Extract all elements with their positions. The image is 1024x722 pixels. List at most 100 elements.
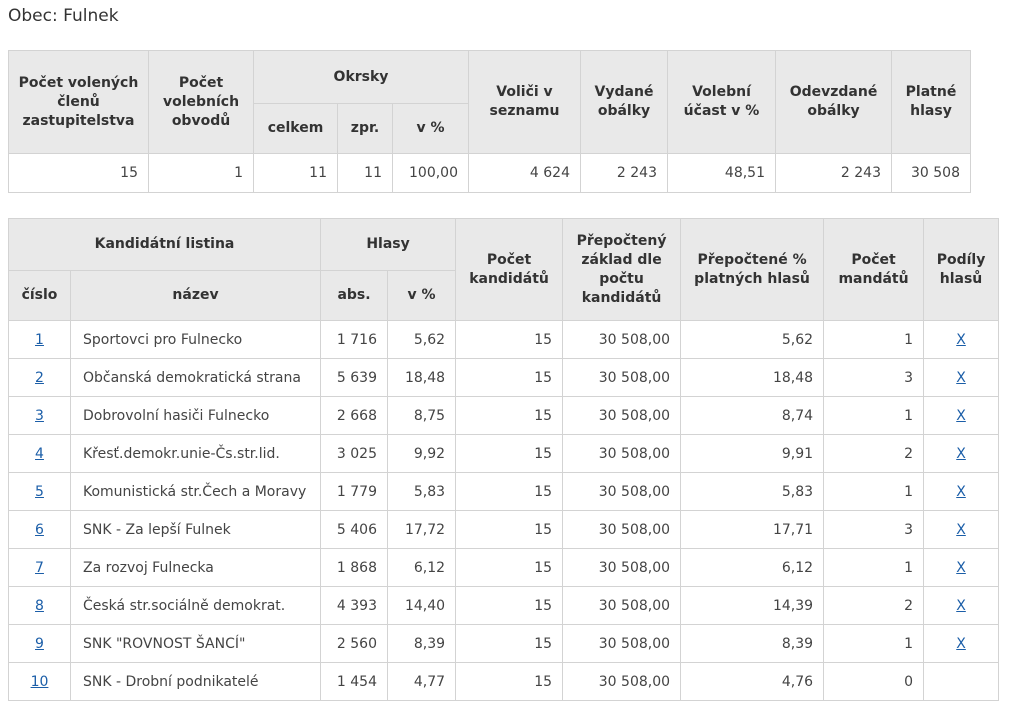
cell: 5 406 bbox=[320, 510, 389, 549]
party-link[interactable]: 8 bbox=[35, 597, 44, 614]
group-header: Kandidátní listina bbox=[7, 218, 322, 271]
cell: X bbox=[923, 320, 1000, 359]
cell: 30 508,00 bbox=[562, 586, 682, 625]
shares-link[interactable]: X bbox=[956, 521, 966, 538]
cell: 1 716 bbox=[320, 320, 389, 359]
cell: 4,77 bbox=[387, 662, 457, 701]
cell: 1 bbox=[823, 548, 925, 587]
cell: 3 bbox=[823, 510, 925, 549]
cell: 15 bbox=[455, 472, 564, 511]
shares-link[interactable]: X bbox=[956, 597, 966, 614]
cell: X bbox=[923, 434, 1000, 473]
shares-link[interactable]: X bbox=[956, 559, 966, 576]
header-row: číslo název abs. v % bbox=[8, 270, 999, 321]
cell: 15 bbox=[455, 358, 564, 397]
cell: SNK - Drobní podnikatelé bbox=[69, 662, 322, 701]
cell: 1 bbox=[823, 396, 925, 435]
data-row: 3 Dobrovolní hasiči Fulnecko 2 668 8,75 15 30… bbox=[8, 396, 1000, 435]
cell: 15 bbox=[455, 396, 564, 435]
column-header: Vydané obálky bbox=[580, 50, 668, 154]
party-link[interactable]: 1 bbox=[35, 331, 44, 348]
cell: 30 508 bbox=[891, 153, 971, 193]
cell: 30 508,00 bbox=[562, 624, 682, 663]
cell: 4 bbox=[8, 434, 71, 473]
cell: 2 bbox=[8, 358, 71, 397]
cell: 15 bbox=[455, 662, 564, 701]
cell: 30 508,00 bbox=[562, 434, 682, 473]
party-link[interactable]: 5 bbox=[35, 483, 44, 500]
cell: 1 bbox=[823, 472, 925, 511]
cell: 1 bbox=[148, 153, 254, 193]
cell: 1 bbox=[8, 320, 71, 359]
party-link[interactable]: 10 bbox=[30, 673, 49, 690]
results-table: Kandidátní listina Hlasy Počet kandidátů Př… bbox=[7, 218, 1000, 701]
party-link[interactable]: 6 bbox=[35, 521, 44, 538]
cell: 15 bbox=[455, 548, 564, 587]
cell: 18,48 bbox=[387, 358, 457, 397]
cell: 15 bbox=[455, 434, 564, 473]
shares-link[interactable]: X bbox=[956, 369, 966, 386]
header-row: celkem zpr. v % bbox=[9, 103, 971, 154]
cell: Občanská demokratická strana bbox=[69, 358, 322, 397]
cell: 9,92 bbox=[387, 434, 457, 473]
column-header: v % bbox=[392, 103, 469, 154]
cell: 8 bbox=[8, 586, 71, 625]
cell: 11 bbox=[253, 153, 338, 193]
column-header: v % bbox=[387, 270, 457, 321]
party-link[interactable]: 7 bbox=[35, 559, 44, 576]
cell: 7 bbox=[8, 548, 71, 587]
cell: 10 bbox=[8, 662, 71, 701]
cell: 100,00 bbox=[392, 153, 469, 193]
cell: 17,72 bbox=[387, 510, 457, 549]
column-header: název bbox=[69, 270, 322, 321]
cell: 3 bbox=[8, 396, 71, 435]
cell: 8,39 bbox=[680, 624, 825, 663]
cell: 14,40 bbox=[387, 586, 457, 625]
cell: 30 508,00 bbox=[562, 510, 682, 549]
summary-table: Počet volených členů zastupitelstva Počet… bbox=[8, 50, 971, 193]
column-header: Počet volených členů zastupitelstva bbox=[8, 50, 149, 154]
column-header: Volební účast v % bbox=[667, 50, 776, 154]
cell: 15 bbox=[455, 320, 564, 359]
cell: 4 393 bbox=[320, 586, 389, 625]
data-row: 4 Křesť.demokr.unie-Čs.str.lid. 3 025 9,92 1… bbox=[8, 434, 1000, 473]
shares-link[interactable]: X bbox=[956, 407, 966, 424]
cell: 3 025 bbox=[320, 434, 389, 473]
cell: 5 bbox=[8, 472, 71, 511]
cell: 8,39 bbox=[387, 624, 457, 663]
data-row: 10 SNK - Drobní podnikatelé 1 454 4,77 15 30 … bbox=[8, 662, 1000, 701]
shares-link[interactable]: X bbox=[956, 635, 966, 652]
cell: 3 bbox=[823, 358, 925, 397]
cell: X bbox=[923, 548, 1000, 587]
cell: 2 668 bbox=[320, 396, 389, 435]
cell: 30 508,00 bbox=[562, 662, 682, 701]
party-link[interactable]: 9 bbox=[35, 635, 44, 652]
data-row: 6 SNK - Za lepší Fulnek 5 406 17,72 15 30 508… bbox=[8, 510, 1000, 549]
shares-link[interactable]: X bbox=[956, 331, 966, 348]
column-header: celkem bbox=[253, 103, 338, 154]
cell: SNK "ROVNOST ŠANCÍ" bbox=[69, 624, 322, 663]
cell: 6,12 bbox=[387, 548, 457, 587]
shares-link[interactable]: X bbox=[956, 483, 966, 500]
cell: Za rozvoj Fulnecka bbox=[69, 548, 322, 587]
cell: 5,62 bbox=[387, 320, 457, 359]
cell: X bbox=[923, 586, 1000, 625]
data-row: 15 1 11 11 100,00 4 624 2 243 48,51 2 243 30 508 bbox=[8, 153, 971, 193]
cell: 2 bbox=[823, 434, 925, 473]
cell: 2 243 bbox=[775, 153, 892, 193]
cell: 2 243 bbox=[580, 153, 668, 193]
cell: SNK - Za lepší Fulnek bbox=[69, 510, 322, 549]
cell: 1 868 bbox=[320, 548, 389, 587]
party-link[interactable]: 4 bbox=[35, 445, 44, 462]
cell: 8,75 bbox=[387, 396, 457, 435]
column-header: Podíly hlasů bbox=[923, 218, 1000, 321]
party-link[interactable]: 2 bbox=[35, 369, 44, 386]
cell: 17,71 bbox=[680, 510, 825, 549]
cell: X bbox=[923, 472, 1000, 511]
cell: 1 454 bbox=[320, 662, 389, 701]
cell: Česká str.sociálně demokrat. bbox=[69, 586, 322, 625]
shares-link[interactable]: X bbox=[956, 445, 966, 462]
party-link[interactable]: 3 bbox=[35, 407, 44, 424]
column-header: abs. bbox=[320, 270, 389, 321]
column-header: Platné hlasy bbox=[891, 50, 971, 154]
